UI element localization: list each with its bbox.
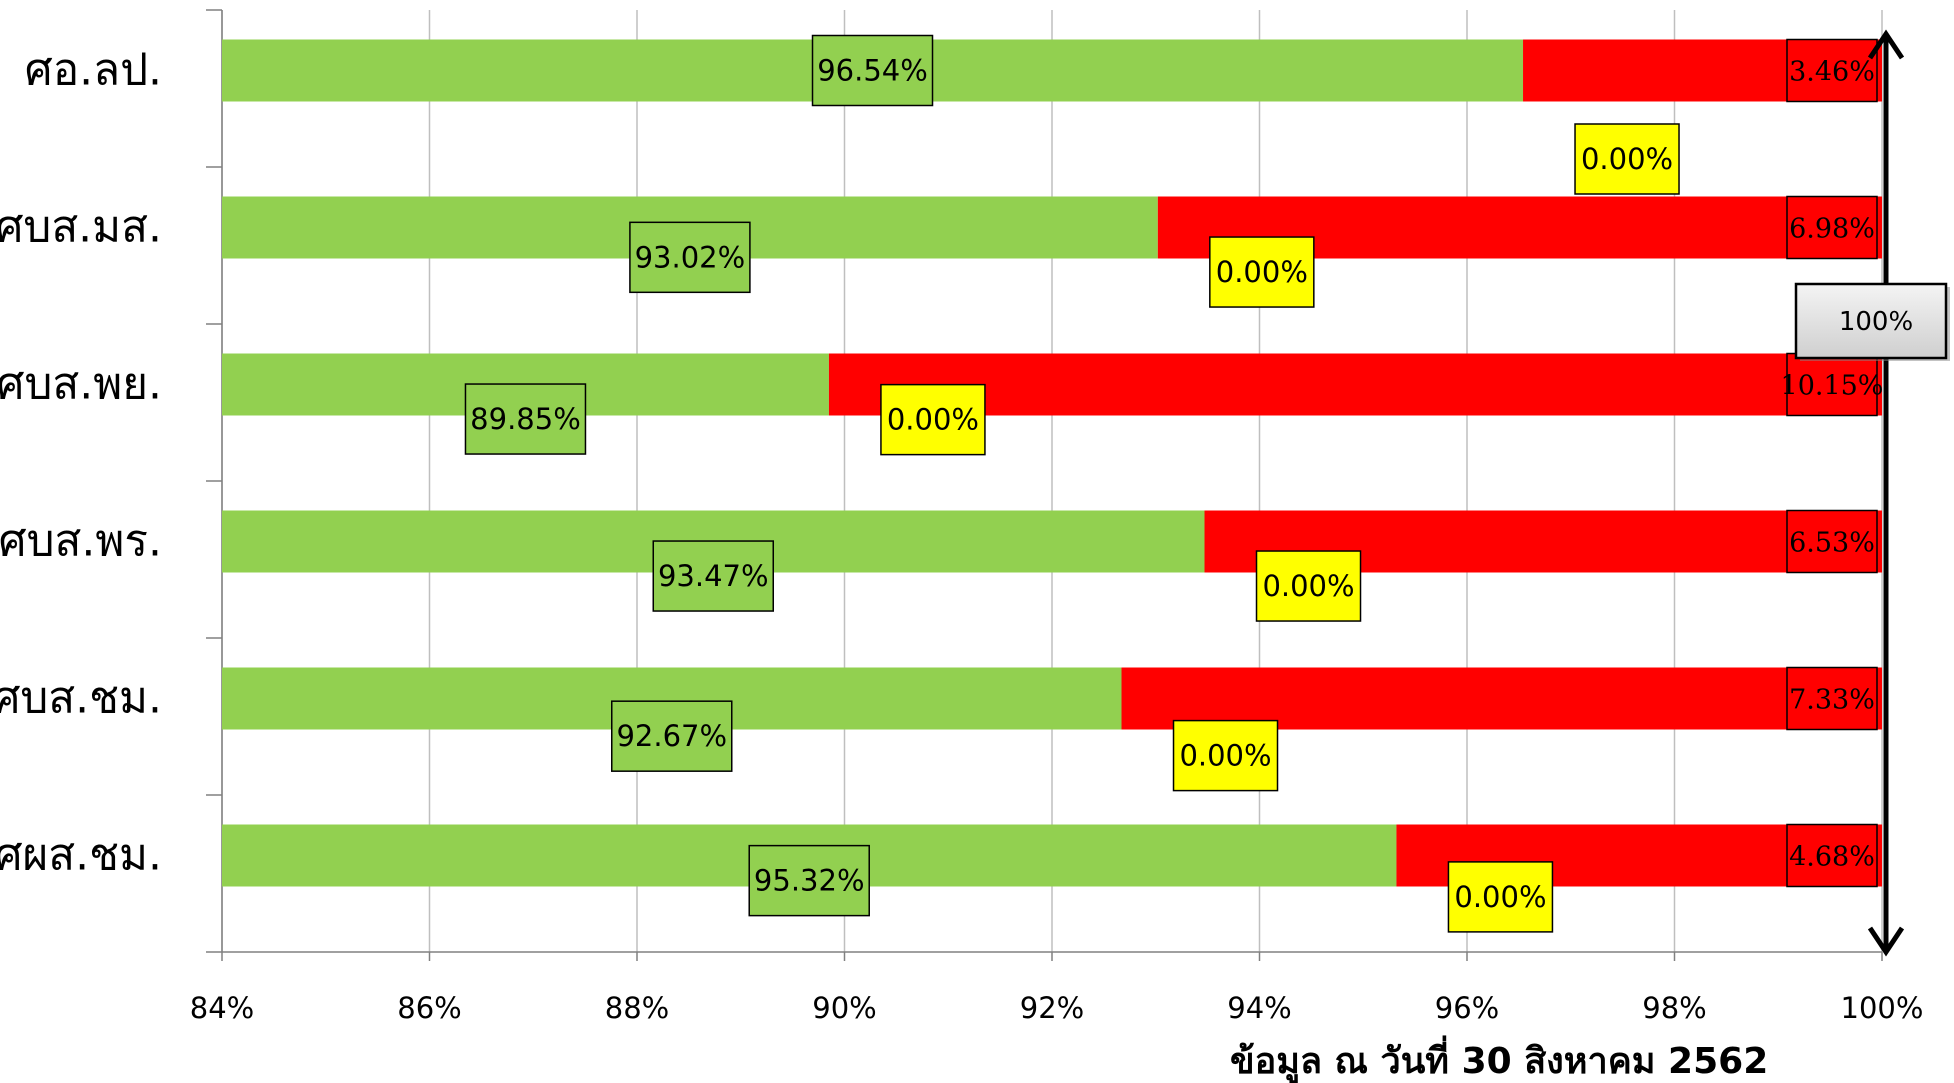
- data-label-green: 93.02%: [635, 240, 746, 274]
- bar-red: [1121, 667, 1882, 730]
- data-label-green: 92.67%: [616, 719, 727, 753]
- data-label-red-box: [1786, 666, 1878, 731]
- data-label-red: 3.46%: [1789, 57, 1875, 88]
- callout-box: [1794, 282, 1948, 360]
- data-label-red-box: [1786, 195, 1878, 260]
- category-label: ศบส.พย.: [0, 359, 162, 410]
- data-label-green: 95.32%: [754, 864, 865, 898]
- x-tick-label: 96%: [1435, 991, 1499, 1025]
- data-label-yellow: 0.00%: [1179, 739, 1271, 773]
- x-tick-label: 90%: [812, 991, 876, 1025]
- category-label: ศบส.พร.: [0, 516, 162, 567]
- data-label-green-box: [811, 34, 934, 107]
- data-labels: 96.54% 0.00% 3.46% 93.02% 0.00% 6.98% 89.85% 0.…: [464, 34, 1884, 933]
- category-label: ศผส.ชม.: [0, 830, 162, 881]
- data-label-yellow-box: [1209, 236, 1315, 308]
- data-label-green: 89.85%: [470, 402, 581, 436]
- data-label-red-box: [1786, 823, 1878, 888]
- data-label-green-box: [629, 221, 751, 294]
- x-tick-label: 84%: [190, 991, 254, 1025]
- data-label-green-box: [464, 383, 587, 455]
- callout-total-label: 100%: [1839, 307, 1913, 337]
- x-tick-label: 88%: [605, 991, 669, 1025]
- data-label-red: 7.33%: [1789, 685, 1875, 716]
- arrow-head-bottom: [1867, 926, 1905, 957]
- data-label-green-box: [652, 540, 775, 612]
- data-label-yellow: 0.00%: [1262, 569, 1354, 603]
- x-tick-labels: 84% 86% 88% 90% 92% 94% 96% 98% 100%: [190, 991, 1924, 1025]
- data-label-green: 96.54%: [817, 54, 928, 88]
- x-tick-label: 94%: [1227, 991, 1291, 1025]
- data-label-red: 6.98%: [1789, 214, 1875, 245]
- category-label: ศบส.มส.: [0, 202, 162, 253]
- data-label-red: 10.15%: [1781, 371, 1884, 402]
- category-labels: ศอ.ลป. ศบส.มส. ศบส.พย. ศบส.พร. ศบส.ชม. ศผส.ชม…: [0, 45, 162, 881]
- x-tick-label: 86%: [397, 991, 461, 1025]
- data-label-yellow: 0.00%: [1454, 880, 1546, 914]
- data-label-yellow: 0.00%: [887, 403, 979, 437]
- total-arrow: 100%: [1794, 29, 1950, 957]
- x-tick-label: 92%: [1020, 991, 1084, 1025]
- data-label-green-box: [748, 844, 870, 917]
- footnote: ข้อมูล ณ วันที่ 30 สิงหาคม 2562: [1230, 1035, 1768, 1083]
- data-label-yellow: 0.00%: [1581, 142, 1673, 176]
- data-label-yellow-box: [880, 383, 986, 456]
- data-label-red-box: [1786, 38, 1878, 103]
- gridlines: [206, 9, 1883, 961]
- data-label-yellow: 0.00%: [1216, 255, 1308, 289]
- data-label-green: 93.47%: [658, 559, 769, 593]
- data-label-green-box: [611, 700, 733, 772]
- data-label-red: 6.53%: [1789, 528, 1875, 559]
- data-label-red-box: [1786, 509, 1878, 574]
- arrow-head-top: [1867, 29, 1905, 60]
- x-tick-label: 100%: [1841, 991, 1924, 1025]
- x-tick-label: 98%: [1642, 991, 1706, 1025]
- data-label-yellow-box: [1172, 719, 1279, 792]
- data-label-yellow-box: [1447, 861, 1554, 933]
- data-label-yellow-box: [1574, 123, 1680, 195]
- data-label-red: 4.68%: [1789, 842, 1875, 873]
- category-label: ศบส.ชม.: [0, 673, 162, 724]
- bar-red: [828, 353, 1882, 416]
- category-label: ศอ.ลป.: [25, 45, 162, 96]
- data-label-yellow-box: [1255, 550, 1362, 622]
